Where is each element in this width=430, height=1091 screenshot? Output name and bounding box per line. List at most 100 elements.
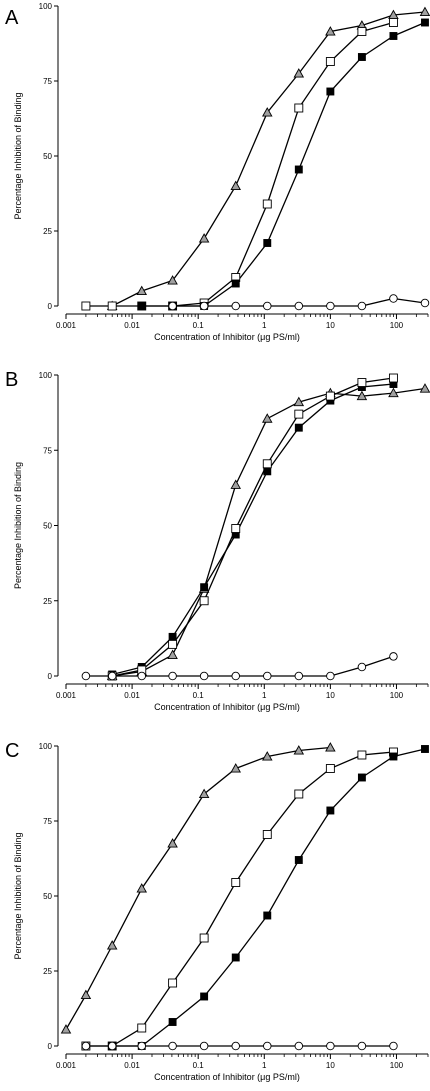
data-point-triangle xyxy=(198,233,210,243)
series-line-triangle-gray xyxy=(112,387,426,677)
y-tick-label: 75 xyxy=(43,77,52,86)
data-point-filled-square xyxy=(294,423,303,432)
data-point-open-square xyxy=(168,639,178,649)
data-point-open-square xyxy=(388,18,398,27)
y-tick-label: 100 xyxy=(39,2,53,11)
x-tick-label: 0.001 xyxy=(56,1061,77,1070)
data-point-triangle xyxy=(167,275,178,285)
data-point-open-square xyxy=(294,789,304,799)
x-axis-title: Concentration of Inhibitor (μg PS/ml) xyxy=(154,332,300,342)
y-tick-label: 50 xyxy=(43,892,52,901)
data-point-open-circle xyxy=(231,1041,240,1051)
data-point-filled-square xyxy=(357,53,366,61)
data-point-open-square xyxy=(357,750,367,760)
data-point-open-square xyxy=(231,524,241,533)
data-point-filled-square xyxy=(263,239,272,247)
data-point-filled-square xyxy=(168,632,177,641)
x-tick-label: 1 xyxy=(262,691,267,700)
data-point-open-circle xyxy=(231,671,240,681)
series-line-square-filled xyxy=(141,21,426,307)
data-point-triangle xyxy=(230,479,242,489)
data-point-open-circle xyxy=(81,1041,91,1051)
data-point-open-circle xyxy=(107,671,117,681)
x-tick-label: 0.01 xyxy=(124,691,140,700)
data-point-triangle xyxy=(293,396,305,407)
data-point-filled-square xyxy=(168,1018,177,1026)
data-point-open-circle xyxy=(263,1041,272,1051)
data-point-triangle xyxy=(136,285,148,296)
x-tick-label: 0.01 xyxy=(124,321,140,330)
data-point-triangle xyxy=(198,788,210,799)
series-line-square-filled xyxy=(112,383,394,676)
y-tick-label: 75 xyxy=(43,446,52,455)
data-point-open-square xyxy=(81,301,91,311)
y-tick-label: 50 xyxy=(43,522,52,531)
y-tick-label: 100 xyxy=(39,742,53,751)
data-point-open-circle xyxy=(199,301,209,311)
series-line-triangle-gray xyxy=(111,11,426,307)
x-axis-title: Concentration of Inhibitor (μg PS/ml) xyxy=(154,702,300,712)
data-point-filled-square xyxy=(326,87,335,96)
data-point-open-circle xyxy=(357,301,367,311)
data-point-open-circle xyxy=(294,301,304,311)
y-tick-label: 50 xyxy=(43,152,52,161)
data-point-open-circle xyxy=(326,671,335,681)
x-tick-label: 1 xyxy=(262,1061,267,1070)
data-point-open-square xyxy=(325,57,335,66)
data-point-triangle xyxy=(388,387,399,398)
data-point-open-square xyxy=(262,199,272,209)
data-point-open-circle xyxy=(168,301,177,311)
data-point-open-circle xyxy=(231,301,240,311)
y-tick-label: 0 xyxy=(48,672,53,681)
data-point-filled-square xyxy=(421,745,429,753)
y-tick-label: 100 xyxy=(39,371,53,380)
y-tick-label: 75 xyxy=(43,817,52,826)
data-point-open-circle xyxy=(294,671,304,681)
series-line-square-open xyxy=(85,751,394,1047)
y-tick-label: 25 xyxy=(43,227,52,236)
data-point-filled-square xyxy=(389,752,398,761)
data-point-open-circle xyxy=(199,1041,209,1051)
data-point-filled-square xyxy=(294,856,303,864)
data-point-open-circle xyxy=(263,301,272,311)
data-point-filled-square xyxy=(231,953,240,962)
data-point-triangle xyxy=(167,838,178,848)
x-tick-label: 0.1 xyxy=(193,321,205,330)
data-point-triangle xyxy=(262,107,273,117)
data-point-open-circle xyxy=(263,671,272,681)
data-point-filled-square xyxy=(200,992,209,1001)
x-tick-label: 10 xyxy=(326,1061,335,1070)
data-point-triangle xyxy=(293,68,305,78)
panel-letter: A xyxy=(5,7,19,29)
data-point-triangle xyxy=(325,742,336,752)
data-point-filled-square xyxy=(389,32,398,40)
data-point-triangle xyxy=(262,751,273,761)
data-point-triangle xyxy=(230,180,242,191)
data-point-open-square xyxy=(107,301,117,311)
data-point-triangle xyxy=(293,745,305,755)
x-tick-label: 0.01 xyxy=(124,1061,140,1070)
data-point-filled-square xyxy=(137,302,146,310)
data-point-open-square xyxy=(168,978,178,988)
y-tick-label: 0 xyxy=(48,302,53,311)
data-point-filled-square xyxy=(263,911,272,920)
data-point-triangle xyxy=(419,6,430,17)
chart-panel-a: A 0 25 50 75 100 0.001 0.01 0.1 1 10 100 Concentrati… xyxy=(5,2,430,342)
data-point-filled-square xyxy=(200,583,209,592)
data-point-open-square xyxy=(137,1023,147,1033)
y-axis-title: Percentage Inhibition of Binding xyxy=(13,92,23,219)
data-point-open-circle xyxy=(199,671,209,681)
data-point-open-circle xyxy=(389,652,398,661)
x-axis-title: Concentration of Inhibitor (μg PS/ml) xyxy=(154,1072,300,1082)
data-point-open-square xyxy=(294,103,304,113)
data-point-triangle xyxy=(60,1024,72,1034)
x-tick-label: 100 xyxy=(390,691,404,700)
data-point-filled-square xyxy=(326,806,335,815)
y-axis-title: Percentage Inhibition of Binding xyxy=(13,832,23,959)
x-tick-label: 10 xyxy=(326,321,335,330)
y-axis-title: Percentage Inhibition of Binding xyxy=(13,462,23,589)
series-line-square-filled xyxy=(112,748,426,1047)
data-point-triangle xyxy=(136,883,148,893)
data-point-open-circle xyxy=(137,671,147,681)
